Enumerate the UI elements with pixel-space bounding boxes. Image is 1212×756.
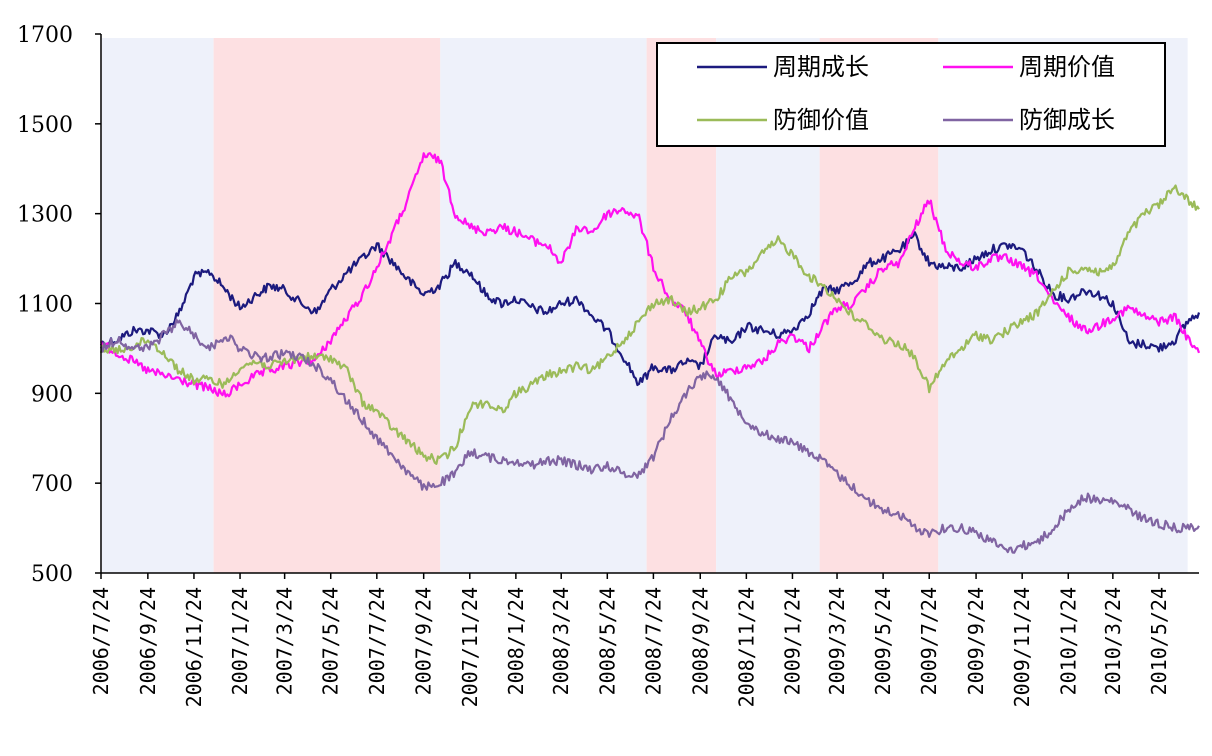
x-tick-label: 2007/9/24	[412, 587, 436, 695]
x-tick-label: 2007/3/24	[273, 587, 297, 695]
series-line-3	[99, 318, 1200, 554]
x-tick-label: 2007/5/24	[319, 587, 343, 695]
legend-label: 周期价值	[1019, 53, 1115, 81]
series-line-0	[100, 231, 1201, 387]
x-tick-label: 2010/3/24	[1101, 587, 1125, 695]
x-tick-label: 2010/5/24	[1147, 587, 1171, 695]
y-axis-ticks: 500 700 900 1100 1300 1500 1700	[17, 23, 101, 587]
x-tick-label: 2009/5/24	[871, 587, 895, 695]
legend-label: 防御价值	[773, 106, 869, 134]
x-tick-label: 2009/9/24	[964, 587, 988, 695]
x-tick-label: 2008/9/24	[688, 587, 712, 695]
x-tick-label: 2008/11/24	[734, 587, 758, 707]
y-tick-label: 1700	[17, 23, 73, 48]
series-line-1	[99, 152, 1201, 398]
x-tick-label: 2009/3/24	[825, 587, 849, 695]
legend-label: 防御成长	[1019, 106, 1115, 134]
x-tick-label: 2006/7/24	[89, 587, 113, 695]
x-tick-label: 2006/11/24	[182, 587, 206, 707]
x-tick-label: 2007/7/24	[365, 587, 389, 695]
x-tick-label: 2008/7/24	[641, 587, 665, 695]
y-tick-label: 900	[31, 382, 73, 407]
series-lines	[99, 152, 1201, 554]
x-tick-label: 2007/1/24	[228, 587, 252, 695]
y-tick-label: 500	[31, 562, 73, 587]
x-tick-label: 2009/7/24	[917, 587, 941, 695]
y-tick-label: 1100	[17, 293, 73, 318]
series-line-2	[99, 184, 1200, 465]
y-tick-label: 1300	[17, 203, 73, 228]
x-tick-label: 2006/9/24	[136, 587, 160, 695]
x-axis-ticks: 2006/7/24 2006/9/24 2006/11/24 2007/1/24 200…	[89, 573, 1171, 707]
x-tick-label: 2007/11/24	[458, 587, 482, 707]
legend-label: 周期成长	[773, 53, 869, 81]
background-band	[213, 38, 441, 573]
background-band	[440, 38, 647, 573]
x-tick-label: 2009/1/24	[780, 587, 804, 695]
background-band	[102, 38, 214, 573]
y-tick-label: 1500	[17, 113, 73, 138]
x-tick-label: 2009/11/24	[1010, 587, 1034, 707]
y-tick-label: 700	[31, 472, 73, 497]
x-tick-label: 2008/3/24	[549, 587, 573, 695]
x-tick-label: 2008/5/24	[595, 587, 619, 695]
x-tick-label: 2010/1/24	[1056, 587, 1080, 695]
legend-box	[656, 42, 1166, 147]
x-tick-label: 2008/1/24	[504, 587, 528, 695]
